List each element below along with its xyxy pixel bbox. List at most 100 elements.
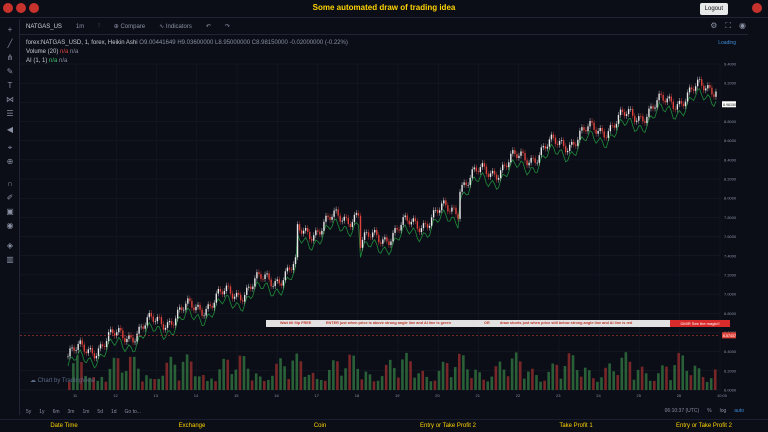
logout-button[interactable]: Logout — [699, 3, 728, 15]
eye-icon[interactable]: ◉ — [6, 221, 14, 230]
range-1d[interactable]: 1d — [110, 409, 117, 415]
zoom-icon[interactable]: ⊕ — [6, 157, 14, 166]
candle-body — [120, 327, 122, 331]
candle-body — [325, 215, 327, 222]
layers-icon[interactable]: ◈ — [6, 241, 14, 250]
volume-bar — [539, 381, 542, 390]
stay-drawing-icon[interactable]: ✐ — [6, 193, 14, 202]
volume-bar — [120, 372, 124, 390]
footer-date-time[interactable]: Date Time — [50, 423, 78, 429]
candle-body — [569, 144, 571, 152]
y-tick-label: 7.00000000 — [724, 292, 736, 297]
range-5y[interactable]: 5y — [26, 409, 32, 415]
range-3m[interactable]: 3m — [67, 409, 75, 415]
candle-body — [593, 122, 595, 130]
range-1m[interactable]: 1m — [82, 409, 90, 415]
candle-body — [382, 239, 384, 244]
back-icon[interactable]: ◀ — [6, 125, 14, 134]
candle-body — [520, 151, 522, 156]
trading-idea-banner: Wait till flip FREE ENTER just when pric… — [266, 320, 730, 327]
chart-type-icon[interactable]: ⫶ — [98, 23, 100, 29]
candle-body — [692, 89, 695, 91]
candle-body — [185, 303, 187, 310]
fullscreen-icon[interactable]: ⛶ — [725, 21, 732, 30]
trash-icon[interactable]: ▥ — [6, 255, 14, 264]
candle-body — [424, 223, 427, 225]
auto-toggle[interactable]: auto — [734, 408, 744, 414]
range-5d[interactable]: 5d — [97, 409, 103, 415]
candle-body — [280, 283, 282, 286]
crosshair-icon[interactable]: + — [7, 25, 13, 34]
volume-bar — [673, 365, 676, 390]
screenshot-icon[interactable]: ◉ — [739, 21, 746, 30]
percent-toggle[interactable]: % — [707, 408, 712, 414]
footer-entry-tp2[interactable]: Entry or Take Profit 2 — [420, 423, 476, 429]
candle-body — [422, 223, 425, 229]
candle-body — [239, 294, 242, 301]
ai-line — [67, 88, 717, 369]
loading-indicator: Loading — [718, 40, 736, 46]
compare-button[interactable]: ⊕ Compare — [113, 24, 146, 30]
volume-bar — [177, 380, 181, 390]
candle-body — [99, 344, 102, 349]
trendline-icon[interactable]: ╱ — [7, 39, 13, 48]
tradingview-watermark[interactable]: ☁ Chart by TradingView — [30, 378, 95, 384]
interval-button[interactable]: 1m — [75, 23, 85, 30]
volume-bar — [620, 357, 624, 390]
volume-bar — [141, 381, 144, 390]
volume-bar — [238, 355, 242, 390]
bottom-toolbar: 5y 1y 6m 3m 1m 5d 1d Go to... 06:10:37 (… — [20, 406, 748, 418]
goto-button[interactable]: Go to... — [124, 409, 141, 415]
log-toggle[interactable]: log — [719, 408, 727, 414]
magnet-icon[interactable]: ∩ — [7, 179, 13, 188]
pitchfork-icon[interactable]: ⋔ — [6, 53, 14, 62]
candle-body — [581, 127, 583, 131]
candle-body — [142, 326, 144, 329]
candle-body — [294, 257, 297, 264]
indicators-button[interactable]: ∿ Indicators — [159, 24, 192, 30]
volume-bar — [96, 380, 100, 390]
candle-body — [544, 146, 547, 149]
y-tick-label: 6.20000000 — [724, 368, 736, 373]
candle-body — [562, 140, 565, 147]
footer-columns: Date Time Exchange Coin Entry or Take Pr… — [0, 419, 768, 432]
redo-icon[interactable]: ↷ — [224, 24, 230, 30]
candle-body — [311, 239, 313, 241]
candle-body — [680, 100, 683, 104]
candle-body — [711, 87, 713, 95]
volume-bar — [555, 364, 559, 390]
footer-entry-tp2-b[interactable]: Entry or Take Profit 2 — [676, 423, 732, 429]
price-chart[interactable]: 9.400000009.200000009.000000008.80000000… — [20, 36, 736, 398]
volume-bar — [644, 373, 648, 390]
candle-body — [75, 350, 77, 351]
candle-body — [542, 146, 545, 148]
lock-icon[interactable]: ▣ — [6, 207, 14, 216]
measure-icon[interactable]: ⌖ — [7, 143, 13, 152]
range-6m[interactable]: 6m — [52, 409, 60, 415]
range-1y[interactable]: 1y — [39, 409, 45, 415]
undo-icon[interactable]: ↶ — [205, 24, 211, 30]
banner-text-3: OR — [484, 320, 490, 325]
candle-body — [176, 309, 179, 319]
candle-body — [71, 347, 73, 349]
volume-bar — [588, 370, 591, 390]
user-icon[interactable] — [752, 3, 762, 13]
candle-body — [453, 207, 455, 209]
symbol-search[interactable]: NATGAS_US — [26, 23, 62, 30]
candle-body — [225, 285, 228, 292]
brush-icon[interactable]: ✎ — [6, 67, 14, 76]
candle-body — [599, 128, 601, 131]
pattern-icon[interactable]: ⋈ — [6, 95, 14, 104]
settings-icon[interactable]: ⚙ — [710, 21, 718, 30]
candle-body — [522, 151, 524, 153]
volume-bar — [531, 368, 534, 390]
footer-coin[interactable]: Coin — [313, 423, 327, 429]
text-icon[interactable]: T — [7, 81, 13, 90]
candle-body — [473, 167, 475, 170]
y-tick-label: 7.40000000 — [724, 253, 736, 258]
prediction-icon[interactable]: ☰ — [6, 109, 14, 118]
footer-exchange[interactable]: Exchange — [178, 423, 206, 429]
volume-bar — [315, 378, 319, 390]
footer-tp1[interactable]: Take Profit 1 — [559, 423, 593, 429]
volume-bar — [214, 381, 217, 390]
